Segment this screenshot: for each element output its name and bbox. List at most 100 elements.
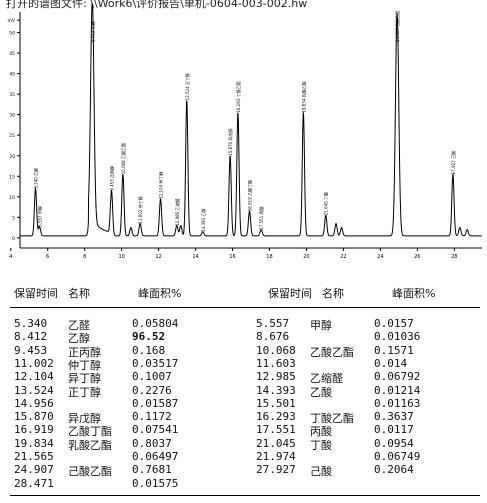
peak-label: 16.919 乙酸丁酯 [247,180,253,211]
y-tick-label: 5 [12,215,15,221]
cell-rt: 8.412 [14,330,48,344]
cell-area: 0.1172 [132,410,172,424]
cell-area: 0.168 [132,343,166,357]
cell-rt: 11.603 [256,356,296,370]
cell-area: 0.1007 [132,370,172,384]
cell-area: 0.03517 [132,356,179,370]
peak-label: 11.002 仲丁醇 [137,196,143,223]
cell-rt: 19.834 [14,436,54,450]
cell-name: 乳酸乙酯 [68,438,112,452]
cell-area: 0.0157 [374,317,414,330]
cell-area: 0.01575 [132,476,179,490]
header-area-right: 峰面积% [392,287,436,300]
y-tick-label: 15 [9,174,15,180]
cell-name: 异戊醇 [68,412,101,426]
x-tick-label: 26 [414,254,420,260]
cell-rt: 8.676 [256,330,290,344]
x-tick-label: 16 [229,254,235,260]
cell-area: 0.06749 [374,450,421,463]
cell-area: 0.07541 [132,423,179,437]
x-tick-label: 8 [83,254,86,260]
cell-area: 0.2064 [374,463,414,477]
cell-name: 丙酸 [310,425,332,439]
header-rt-right: 保留时间 [268,287,312,300]
peak-label: 8.412 乙醇 [89,21,95,42]
peak-label: 5.340 乙醛 [33,168,39,189]
cell-rt: 13.524 [14,383,54,397]
header-area-left: 峰面积% [138,287,182,300]
cell-rt: 12.985 [256,370,296,384]
table-bottom-rule [10,495,480,496]
cell-rt: 5.557 [256,317,290,330]
x-tick-label: 22 [340,254,346,260]
cell-area: 0.1571 [374,343,414,357]
cell-rt: 16.919 [14,423,54,437]
cell-rt: 24.907 [14,463,54,477]
cell-name: 甲醇 [310,319,332,332]
peak-label: 24.907 己酸乙酯 [394,11,400,42]
cell-area: 0.06497 [132,450,179,463]
peak-label: 17.551 丙酸 [258,206,264,229]
y-tick-label: 35 [9,92,15,98]
x-tick-label: 24 [377,254,383,260]
cell-name: 正丁醇 [68,385,101,399]
x-tick-label: 10 [118,254,124,260]
cell-name: 己酸 [310,465,332,479]
cell-rt: 28.471 [14,476,54,490]
y-tick-label: 10 [9,195,15,201]
cell-name: 正丙醇 [68,345,101,359]
cell-rt: 27.927 [256,463,296,477]
x-tick-label: 20 [303,254,309,260]
cell-area: 0.05804 [132,317,179,330]
y-tick-label: 50 [9,31,15,37]
cell-rt: 12.104 [14,370,54,384]
cell-rt: 10.068 [256,343,296,357]
y-tick-label: mV [8,18,16,24]
peak-label: 16.293 丁酸乙酯 [235,81,241,112]
cell-rt: 21.974 [256,450,296,463]
peak-label: 27.927 己酸 [450,151,456,174]
x-tick-label: 12 [155,254,161,260]
header-rt-left: 保留时间 [14,287,58,300]
cell-rt: 5.340 [14,317,48,330]
table-top-rule [10,307,480,308]
cell-rt: 14.393 [256,383,296,397]
cell-name: 丁酸乙酯 [310,412,354,426]
cell-area: 0.01036 [374,330,421,344]
peak-label: 21.045 丁酸 [323,192,329,215]
x-tick-label: 14 [192,254,198,260]
chart-axes [19,12,482,249]
cell-name: 乙酸乙酯 [310,345,354,359]
peak-label: 10.068 乙酸乙酯 [120,143,126,174]
cell-rt: 21.565 [14,450,54,463]
peak-label: 19.834 乳酸乙酯 [300,81,306,112]
cell-area: 0.8037 [132,436,172,450]
cell-name: 乙酸 [310,385,332,399]
cell-area: 0.01587 [132,396,179,410]
x-tick-label: 28 [451,254,457,260]
cell-name: 己酸乙酯 [68,465,112,479]
cell-area: 0.2276 [132,383,172,397]
cell-rt: 17.551 [256,423,296,437]
cell-area: 0.7681 [132,463,172,477]
y-tick-label: 30 [9,113,15,119]
cell-name: 仲丁醇 [68,358,101,372]
cell-rt: 21.045 [256,436,296,450]
peak-label: 5.557 甲醇 [37,206,43,227]
y-tick-label: 25 [9,133,15,139]
peak-label: 15.870 异戊醇 [227,129,233,156]
header-name-left: 名称 [68,287,90,300]
cell-area: 0.3637 [374,410,414,424]
cell-rt: 15.501 [256,396,296,410]
cell-rt: 11.002 [14,356,54,370]
file-path-line: 打开的谱图文件: \\Work6\评价报告\单机-0604-003-002.hw [6,0,308,10]
peak-labels: 5.340 乙醛 5.557 甲醇 8.412 乙醇 9.453 正丙醇 10.068 … [33,11,456,232]
cell-rt: 14.956 [14,396,54,410]
cell-area: 96.52 [132,330,166,344]
cell-name: 丁酸 [310,438,332,452]
cell-area: 0.014 [374,356,408,370]
peak-label: 12.985 乙缩醛 [174,198,180,225]
cell-name: 乙醇 [68,332,90,346]
